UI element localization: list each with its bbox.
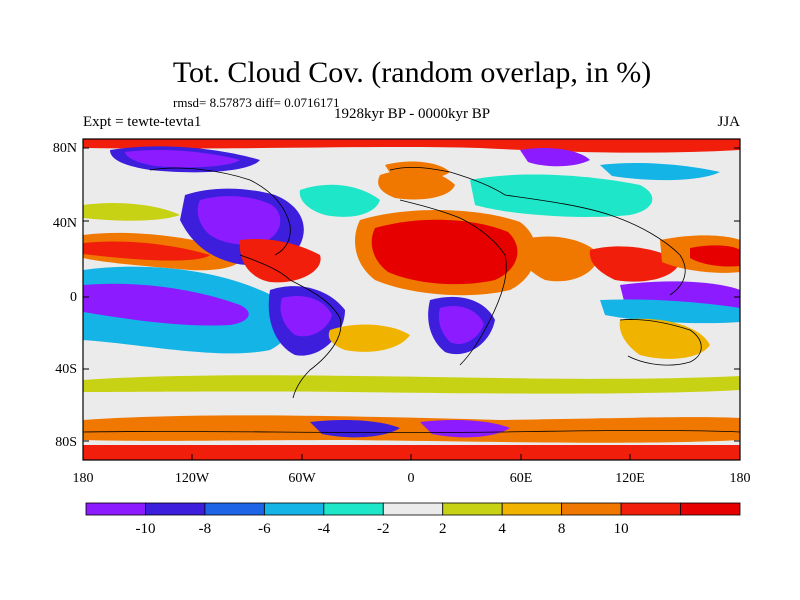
lat-tick-label: 40S [55, 362, 77, 377]
lat-tick-labels: 80N 40N 0 40S 80S [53, 141, 77, 450]
lat-tick-label: 40N [53, 216, 77, 231]
anomaly-region-southern-ocean [83, 375, 740, 394]
colorbar-label: -4 [318, 521, 331, 537]
colorbar-label: 4 [498, 521, 506, 537]
colorbar-swatch [263, 502, 325, 516]
anomaly-region-pacific-south-core [83, 283, 249, 326]
anomaly-region-india [518, 236, 600, 282]
lon-tick-label: 60E [510, 471, 533, 486]
lat-tick-label: 80N [53, 141, 77, 156]
map-plot-area [83, 139, 740, 460]
anomaly-region-north-america-core [197, 196, 281, 245]
colorbar-swatch [204, 502, 265, 516]
anomaly-region-siberia [470, 174, 653, 217]
anomaly-region-arctic-europe [385, 161, 450, 180]
colorbar-label: -6 [258, 521, 271, 537]
anomaly-region-sahara-core [371, 219, 518, 285]
anomaly-region-antarctica [83, 415, 740, 443]
lat-tick-label: 80S [55, 435, 77, 450]
anomaly-region-arctic-east [600, 162, 720, 181]
anomaly-region-antarctic-interior [83, 445, 740, 460]
lon-tick-label: 180 [73, 471, 94, 486]
season-label: JJA [717, 114, 740, 130]
anomaly-region-arctic-scandinavia [520, 148, 590, 167]
lon-tick-label: 120W [175, 471, 210, 486]
colorbar-swatch [442, 502, 503, 516]
figure-title: Tot. Cloud Cov. (random overlap, in %) [173, 56, 651, 89]
colorbar-label: -2 [377, 521, 390, 537]
anomaly-region-south-atlantic [328, 324, 410, 352]
lon-tick-label: 120E [615, 471, 645, 486]
frame-ticks [83, 147, 740, 460]
colorbar-swatch [561, 502, 622, 516]
colorbar-swatch [145, 502, 206, 516]
anomaly-region-australia [619, 318, 710, 359]
colorbar-swatch [501, 502, 563, 516]
colorbar-swatch [382, 502, 444, 516]
colorbar-labels: -10 -8 -6 -4 -2 2 4 8 10 [135, 521, 628, 537]
colorbar-swatch [323, 502, 384, 516]
anomaly-region-pacific-north-core [83, 241, 210, 261]
anomaly-region-arctic [83, 139, 740, 153]
anomaly-region-north-pacific-east-core [690, 245, 740, 267]
colorbar-label: 2 [439, 521, 447, 537]
anomaly-region-west-pacific-outer [600, 299, 740, 324]
colorbar-swatch [85, 502, 146, 516]
lon-tick-label: 60W [288, 471, 316, 486]
anomaly-region-east-asia [589, 246, 680, 282]
colorbar-label: 8 [558, 521, 566, 537]
lon-tick-labels: 180 120W 60W 0 60E 120E 180 [73, 471, 751, 486]
anomaly-region-atlantic-subtropical [83, 203, 180, 221]
anomaly-region-amazon-core [280, 295, 332, 337]
lon-tick-label: 180 [730, 471, 751, 486]
colorbar-label: -10 [135, 521, 155, 537]
lon-tick-label: 0 [408, 471, 415, 486]
colorbar-swatch [620, 502, 681, 516]
anomaly-region-caribbean [239, 238, 321, 283]
colorbar [85, 502, 741, 516]
anomaly-region-antarctica-west [310, 420, 400, 438]
anomaly-region-antarctica-west-core [420, 420, 510, 438]
colorbar-label: 10 [614, 521, 629, 537]
colorbar-swatch [680, 502, 741, 516]
experiment-label: Expt = tewte-tevta1 [83, 114, 201, 130]
map-frame [82, 138, 741, 461]
anomaly-region-arctic-north-america-core [125, 149, 240, 168]
period-text: 1928kyr BP - 0000kyr BP [334, 106, 490, 122]
coastlines [83, 166, 740, 433]
lat-tick-label: 0 [70, 290, 77, 305]
stats-text: rmsd= 8.57873 diff= 0.0716171 [173, 95, 339, 110]
anomaly-region-north-atlantic [299, 184, 380, 217]
anomaly-region-central-africa-core [438, 305, 484, 344]
colorbar-label: -8 [199, 521, 212, 537]
